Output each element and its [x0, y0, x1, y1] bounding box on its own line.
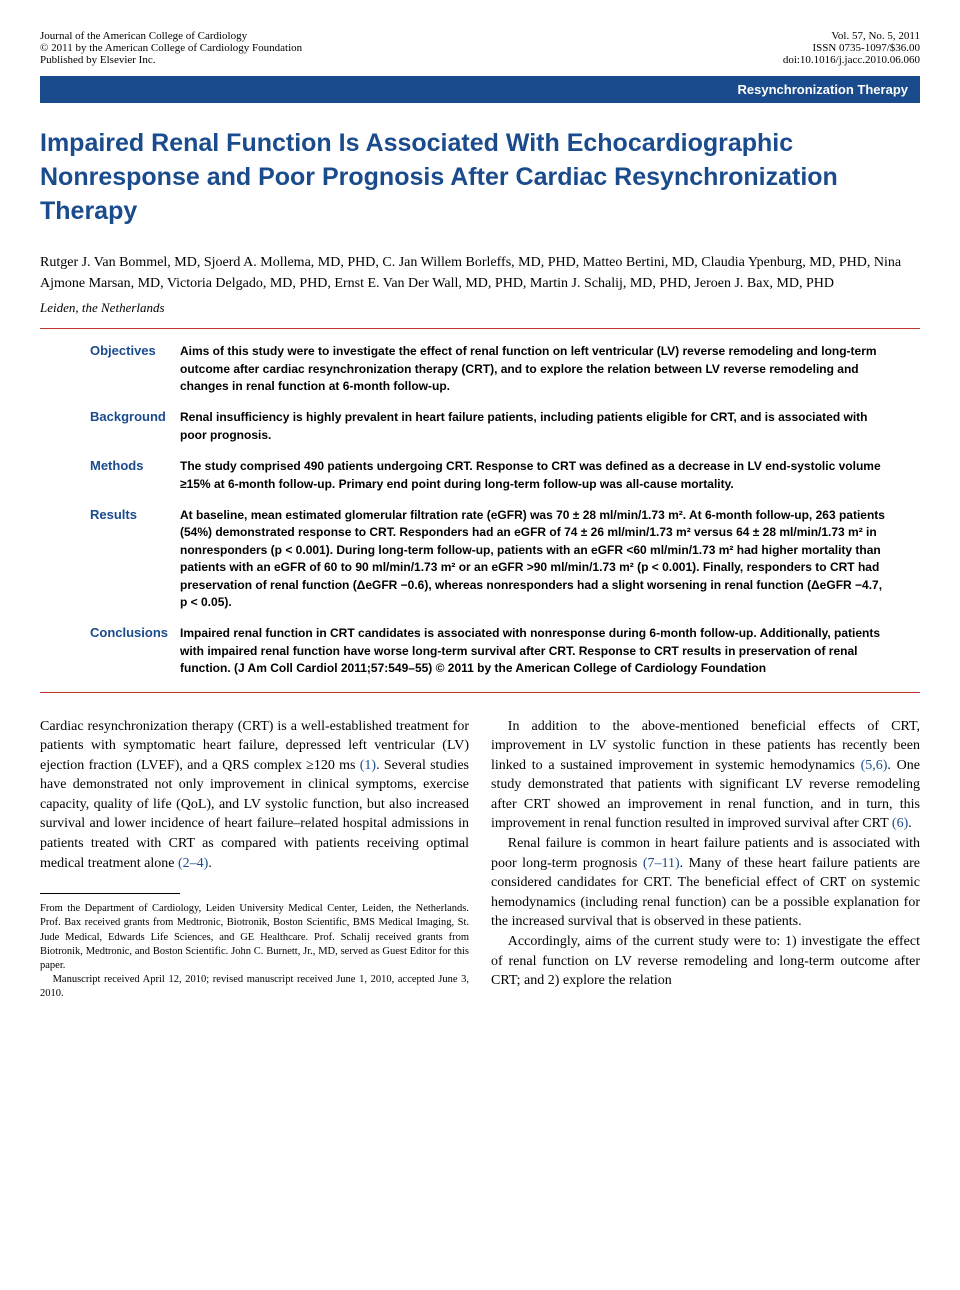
author-list: Rutger J. Van Bommel, MD, Sjoerd A. Moll… [40, 252, 920, 294]
reference-link[interactable]: (1) [360, 758, 376, 773]
objectives-label: Objectives [40, 343, 180, 395]
results-text: At baseline, mean estimated glomerular f… [180, 507, 920, 611]
footnote-affiliation: From the Department of Cardiology, Leide… [40, 902, 469, 973]
abstract-background: Background Renal insufficiency is highly… [40, 409, 920, 444]
body-text-span: . [908, 816, 912, 831]
reference-link[interactable]: (7–11) [643, 856, 680, 871]
divider-bottom [40, 692, 920, 693]
abstract-methods: Methods The study comprised 490 patients… [40, 458, 920, 493]
column-right: In addition to the above-mentioned benef… [491, 717, 920, 1002]
background-text: Renal insufficiency is highly prevalent … [180, 409, 920, 444]
publisher-line: Published by Elsevier Inc. [40, 54, 302, 66]
footnote-block: From the Department of Cardiology, Leide… [40, 902, 469, 1001]
volume-line: Vol. 57, No. 5, 2011 [783, 30, 920, 42]
body-paragraph-3: Renal failure is common in heart failure… [491, 834, 920, 932]
doi-line: doi:10.1016/j.jacc.2010.06.060 [783, 54, 920, 66]
body-text: Cardiac resynchronization therapy (CRT) … [40, 717, 920, 1002]
body-text-span: . Several studies have demonstrated not … [40, 758, 469, 871]
methods-label: Methods [40, 458, 180, 493]
body-paragraph-2: In addition to the above-mentioned benef… [491, 717, 920, 835]
conclusions-label: Conclusions [40, 625, 180, 677]
section-banner: Resynchronization Therapy [40, 76, 920, 103]
abstract-conclusions: Conclusions Impaired renal function in C… [40, 625, 920, 677]
journal-info-right: Vol. 57, No. 5, 2011 ISSN 0735-1097/$36.… [783, 30, 920, 66]
abstract-objectives: Objectives Aims of this study were to in… [40, 343, 920, 395]
reference-link[interactable]: (2–4) [178, 856, 208, 871]
results-label: Results [40, 507, 180, 611]
copyright-line: © 2011 by the American College of Cardio… [40, 42, 302, 54]
affiliation: Leiden, the Netherlands [40, 300, 920, 316]
body-text-span: In addition to the above-mentioned benef… [491, 719, 920, 773]
reference-link[interactable]: (5,6) [861, 758, 888, 773]
footnote-dates: Manuscript received April 12, 2010; revi… [40, 973, 469, 1001]
conclusions-text: Impaired renal function in CRT candidate… [180, 625, 920, 677]
article-title: Impaired Renal Function Is Associated Wi… [40, 127, 920, 228]
column-left: Cardiac resynchronization therapy (CRT) … [40, 717, 469, 1002]
methods-text: The study comprised 490 patients undergo… [180, 458, 920, 493]
abstract-results: Results At baseline, mean estimated glom… [40, 507, 920, 611]
divider-top [40, 328, 920, 329]
journal-name: Journal of the American College of Cardi… [40, 30, 302, 42]
reference-link[interactable]: (6) [892, 816, 908, 831]
body-paragraph-4: Accordingly, aims of the current study w… [491, 932, 920, 991]
body-text-span: . [208, 856, 212, 871]
objectives-text: Aims of this study were to investigate t… [180, 343, 920, 395]
footnote-divider [40, 893, 180, 894]
body-paragraph-1: Cardiac resynchronization therapy (CRT) … [40, 717, 469, 874]
issn-line: ISSN 0735-1097/$36.00 [783, 42, 920, 54]
journal-header: Journal of the American College of Cardi… [40, 30, 920, 66]
journal-info-left: Journal of the American College of Cardi… [40, 30, 302, 66]
background-label: Background [40, 409, 180, 444]
